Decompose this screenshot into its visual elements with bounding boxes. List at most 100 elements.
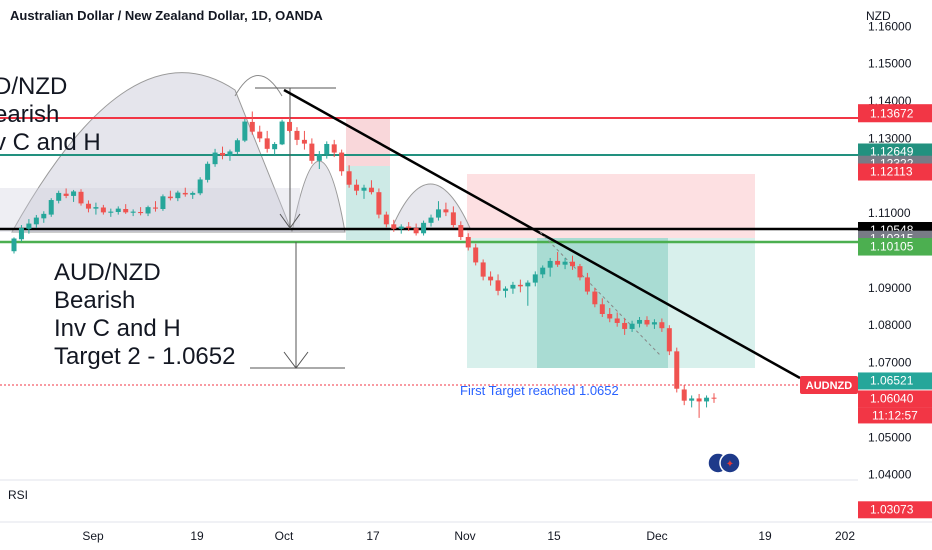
stop-zone-2	[467, 174, 755, 238]
candle-body	[190, 192, 196, 195]
first-target-text: First Target reached 1.0652	[460, 383, 619, 398]
candle-body	[555, 260, 561, 265]
candle-body	[212, 152, 218, 165]
price-tick-label: 1.13000	[868, 131, 912, 145]
candle	[421, 220, 427, 236]
candle	[555, 251, 561, 267]
nz-flag-icon[interactable]	[719, 452, 741, 474]
candle	[309, 138, 315, 164]
candle	[93, 202, 99, 215]
candle-body	[391, 224, 397, 229]
candle-body	[398, 226, 404, 229]
candle-body	[175, 192, 181, 199]
candle	[190, 191, 196, 199]
candle-body	[324, 143, 330, 155]
price-tick-label: 1.05000	[868, 430, 912, 444]
candle-body	[138, 211, 144, 214]
symbol-tag: AUDNZD	[806, 380, 852, 392]
candle-body	[696, 398, 702, 402]
candle-body	[532, 274, 538, 283]
candle-body	[711, 397, 717, 399]
price-label-text: 1.06521	[870, 373, 914, 387]
candle-body	[689, 398, 695, 401]
candle	[435, 201, 441, 221]
candle-body	[495, 280, 501, 291]
candle	[622, 318, 628, 335]
candle	[115, 206, 121, 215]
price-label-bg	[858, 372, 932, 390]
candle	[540, 265, 546, 279]
price-label-bg	[858, 501, 932, 519]
candle-body	[361, 187, 367, 191]
candle-body	[644, 319, 650, 325]
candle-body	[48, 200, 54, 215]
candle-body	[26, 223, 32, 229]
candle-body	[272, 143, 278, 150]
candle	[473, 243, 479, 266]
candle-body	[599, 304, 605, 314]
candle	[488, 271, 494, 286]
candle	[502, 286, 508, 298]
price-label-bg	[858, 238, 932, 256]
candle-body	[234, 140, 240, 152]
candle-body	[517, 284, 523, 287]
time-axis[interactable]: Sep 19 Oct 17 Nov 15 Dec 19 202	[82, 529, 855, 543]
candle	[167, 190, 173, 201]
candle	[711, 393, 717, 403]
annotation-big-4: Target 2 - 1.0652	[54, 343, 235, 370]
candle-body	[205, 163, 211, 180]
candle-body	[376, 192, 382, 215]
chart-title: Australian Dollar / New Zealand Dollar, …	[10, 8, 323, 23]
candle-body	[145, 207, 151, 214]
price-label-text: 1.10105	[870, 240, 914, 254]
candle	[480, 259, 486, 281]
candle-body	[108, 211, 114, 213]
price-label-text: 1.12113	[870, 165, 913, 179]
measure-arrow-1	[279, 213, 301, 229]
price-labels: 1.137011.136721.126491.123221.121131.105…	[858, 104, 932, 519]
candle	[666, 325, 672, 356]
annotation-big-3: Inv C and H	[54, 315, 181, 342]
annotation-topleft-1: D/NZD	[0, 73, 67, 100]
candle-body	[152, 207, 158, 209]
candle	[272, 142, 278, 155]
candle	[398, 224, 404, 234]
candle	[607, 308, 613, 323]
countdown-text: 11:12:57	[872, 408, 918, 422]
annotation-big-2: Bearish	[54, 287, 135, 314]
time-tick-label: Nov	[454, 529, 475, 543]
candle	[458, 221, 464, 241]
candle	[465, 233, 471, 251]
candle	[584, 272, 590, 295]
annotation-big-1: AUD/NZD	[54, 259, 161, 286]
candle-body	[383, 214, 389, 225]
candle	[517, 279, 523, 293]
candle	[376, 188, 382, 219]
candle-body	[674, 351, 680, 389]
candle-body	[473, 247, 479, 263]
countdown-bg	[858, 407, 932, 424]
candle	[18, 225, 24, 242]
candle-body	[651, 322, 657, 325]
candle	[510, 281, 516, 294]
price-label: 1.06040	[858, 390, 932, 408]
price-tick-label: 1.07000	[868, 356, 912, 370]
currency-label: NZD	[866, 9, 891, 23]
candle-body	[413, 228, 419, 234]
candle	[629, 320, 635, 332]
price-label-text: 1.13672	[870, 106, 914, 120]
candle-body	[123, 208, 129, 213]
candle	[11, 237, 17, 254]
candle	[659, 318, 665, 332]
candle	[212, 148, 218, 167]
candle	[197, 177, 203, 196]
candle	[41, 211, 47, 223]
candle	[234, 138, 240, 155]
candle-body	[607, 313, 613, 319]
candle-body	[540, 267, 546, 275]
candle	[592, 287, 598, 308]
candle	[264, 130, 270, 153]
rsi-label[interactable]: RSI	[8, 488, 29, 502]
price-label: 1.06521	[858, 372, 932, 390]
